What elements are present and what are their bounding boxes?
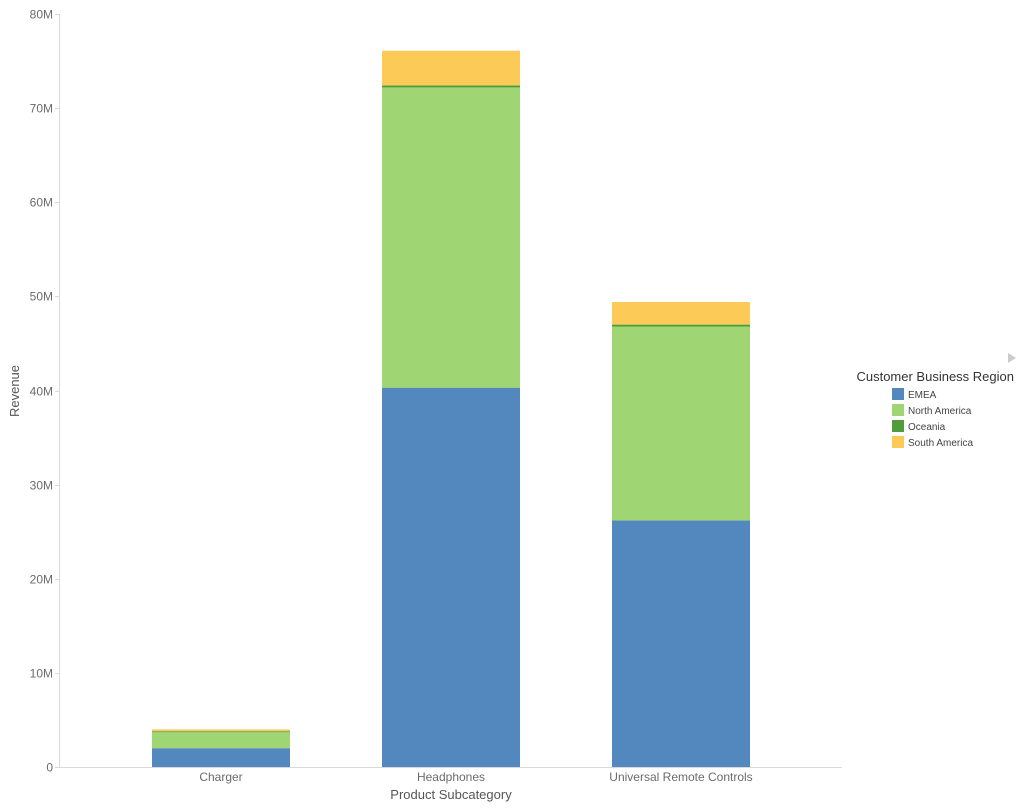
legend-title: Customer Business Region [856,369,1014,384]
legend: Customer Business Region EMEA North Ameri… [856,369,1014,449]
bar-segment[interactable] [382,387,520,767]
y-tick-label: 0 [46,761,53,775]
bar-segment[interactable] [612,302,750,325]
y-tick-label: 80M [30,8,53,22]
y-tick-label: 70M [30,102,53,116]
y-tick-label: 50M [30,290,53,304]
legend-items: EMEA North America Oceania South America [892,388,973,449]
legend-label: North America [908,406,972,417]
y-axis: 0 10M 20M 30M 40M 50M 60M 70M 80M [30,8,60,775]
legend-label: Oceania [908,422,946,433]
y-axis-title: Revenue [7,365,22,417]
legend-label: South America [908,438,973,449]
y-tick-label: 60M [30,196,53,210]
x-tick-label: Universal Remote Controls [609,770,752,784]
legend-item[interactable]: South America [892,436,973,449]
bar-segment[interactable] [612,324,750,327]
triangle-right-icon[interactable] [1008,353,1016,363]
bar-segment[interactable] [152,748,290,767]
y-tick-label: 10M [30,667,53,681]
bar-segment[interactable] [612,326,750,521]
legend-label: EMEA [908,390,937,401]
legend-item[interactable]: EMEA [892,388,937,401]
x-axis-title: Product Subcategory [390,787,512,802]
bar-segment[interactable] [382,50,520,86]
y-tick-label: 40M [30,385,53,399]
bar-segment[interactable] [382,85,520,88]
legend-swatch [892,420,904,432]
bars [152,50,750,767]
bar-segment[interactable] [382,87,520,388]
x-tick-labels: Charger Headphones Universal Remote Contro… [199,770,752,784]
legend-item[interactable]: North America [892,404,972,417]
bar-segment[interactable] [152,732,290,749]
x-tick-label: Headphones [417,770,485,784]
x-tick-label: Charger [199,770,242,784]
y-tick-label: 20M [30,573,53,587]
legend-item[interactable]: Oceania [892,420,946,433]
bar-segment[interactable] [612,520,750,767]
y-tick-label: 30M [30,479,53,493]
legend-swatch [892,436,904,448]
bar-segment[interactable] [152,729,290,732]
legend-swatch [892,404,904,416]
legend-swatch [892,388,904,400]
bar-segment[interactable] [152,731,290,733]
